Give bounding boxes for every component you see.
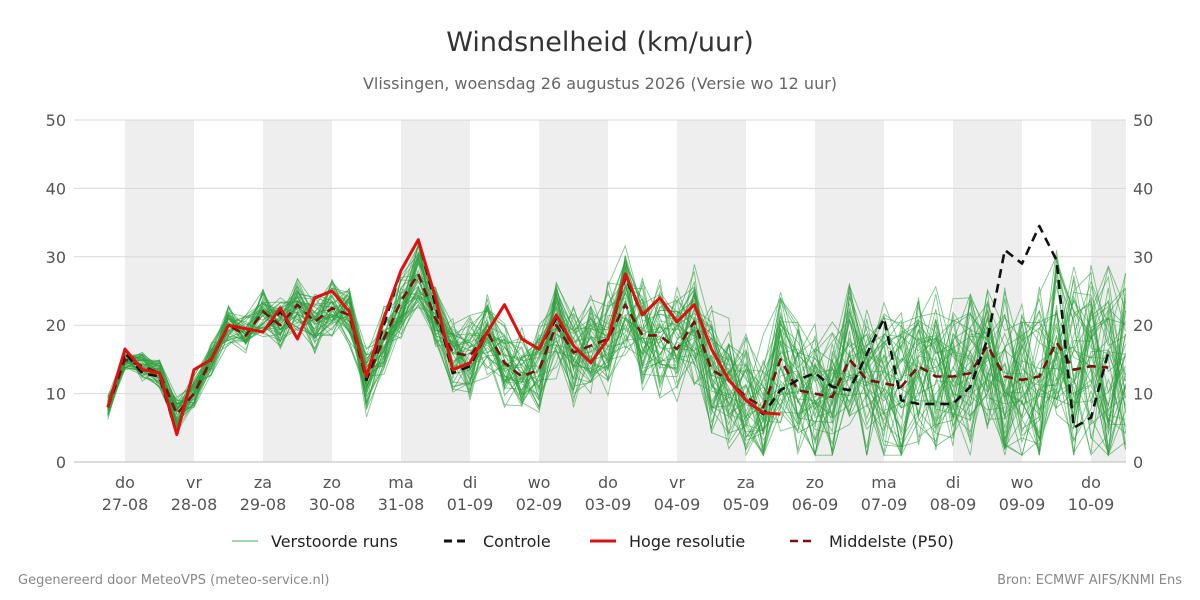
x-tick-day: wo	[528, 473, 551, 492]
x-tick-day: do	[598, 473, 618, 492]
x-tick-date: 28-08	[171, 495, 218, 514]
y-axis-left: 0 10 20 30 40 50	[46, 111, 66, 472]
y-tick-label-left: 10	[46, 385, 66, 404]
x-tick-day: di	[463, 473, 478, 492]
x-tick-day: za	[737, 473, 755, 492]
ensemble-run-line	[107, 259, 1126, 456]
x-tick-date: 04-09	[654, 495, 701, 514]
x-tick-date: 29-08	[240, 495, 287, 514]
ensemble-run-line	[107, 243, 1126, 456]
x-tick-day: vr	[669, 473, 685, 492]
x-tick-day: zo	[806, 473, 824, 492]
y-tick-label-right: 30	[1133, 248, 1153, 267]
x-tick-day: do	[115, 473, 135, 492]
x-tick-date: 09-09	[999, 495, 1046, 514]
y-tick-label-right: 0	[1133, 453, 1143, 472]
y-tick-label-left: 40	[46, 179, 66, 198]
y-tick-label-right: 20	[1133, 316, 1153, 335]
y-tick-label-left: 20	[46, 316, 66, 335]
x-tick-date: 30-08	[309, 495, 356, 514]
x-tick-day: di	[946, 473, 961, 492]
x-tick-day: zo	[323, 473, 341, 492]
main-series	[106, 224, 1110, 437]
x-tick-date: 31-08	[378, 495, 425, 514]
footer-right: Bron: ECMWF AIFS/KNMI Ens	[997, 573, 1182, 588]
x-tick-day: za	[254, 473, 272, 492]
x-tick-date: 07-09	[861, 495, 908, 514]
y-tick-label-right: 50	[1133, 111, 1153, 130]
chart-subtitle: Vlissingen, woensdag 26 augustus 2026 (V…	[363, 74, 837, 93]
x-tick-date: 05-09	[723, 495, 770, 514]
ensemble-run-line	[107, 278, 1126, 449]
median-line	[106, 272, 1109, 416]
x-tick-day: vr	[186, 473, 202, 492]
x-tick-day: wo	[1011, 473, 1034, 492]
legend-median-label: Middelste (P50)	[829, 532, 954, 551]
footer-left: Gegenereerd door MeteoVPS (meteo-service…	[18, 573, 329, 588]
x-axis: do 27-08 vr 28-08 za 29-08 zo 30-08 ma 31-08 di 01-…	[102, 473, 1115, 514]
x-tick-date: 27-08	[102, 495, 149, 514]
ensemble-run-line	[107, 254, 1126, 453]
ensemble-run-line	[107, 252, 1126, 457]
legend: Verstoorde runs Controle Hoge resolutie …	[232, 532, 954, 551]
hires-line	[106, 238, 781, 437]
y-tick-label-right: 10	[1133, 385, 1153, 404]
y-tick-label-right: 40	[1133, 179, 1153, 198]
y-axis-right: 0 10 20 30 40 50	[1133, 111, 1153, 472]
ensemble-run-line	[107, 275, 1126, 456]
x-tick-day: ma	[388, 473, 413, 492]
legend-control-label: Controle	[483, 532, 551, 551]
x-tick-date: 02-09	[516, 495, 563, 514]
x-tick-day: ma	[871, 473, 896, 492]
y-tick-label-left: 0	[56, 453, 66, 472]
legend-hires-label: Hoge resolutie	[629, 532, 745, 551]
x-tick-date: 10-09	[1068, 495, 1115, 514]
ensemble-runs	[107, 242, 1126, 457]
x-tick-date: 08-09	[930, 495, 977, 514]
y-tick-label-left: 30	[46, 248, 66, 267]
ensemble-run-line	[107, 250, 1126, 456]
day-shade	[539, 120, 608, 462]
legend-ensemble-label: Verstoorde runs	[271, 532, 398, 551]
chart-title: Windsnelheid (km/uur)	[446, 27, 754, 58]
x-tick-date: 03-09	[585, 495, 632, 514]
x-tick-date: 06-09	[792, 495, 839, 514]
y-tick-label-left: 50	[46, 111, 66, 130]
x-tick-date: 01-09	[447, 495, 494, 514]
x-tick-day: do	[1081, 473, 1101, 492]
